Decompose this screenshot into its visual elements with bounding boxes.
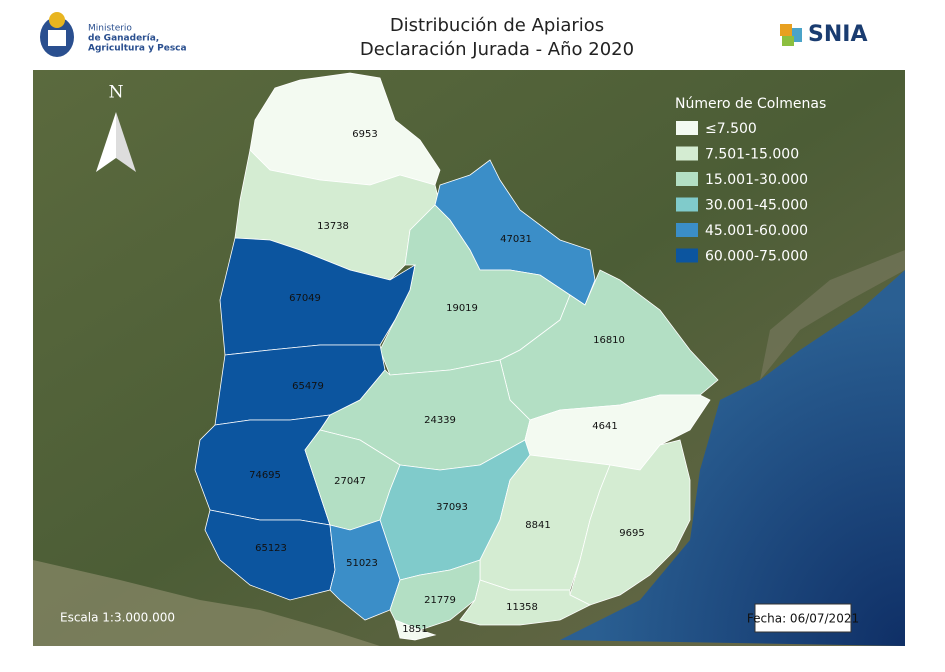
department-value: 74695 [249, 470, 281, 481]
department-value: 6953 [352, 129, 377, 140]
legend-swatch [676, 223, 698, 237]
department-value: 11358 [506, 602, 538, 613]
legend-swatch [676, 172, 698, 186]
department [569, 439, 691, 606]
snia-block [780, 24, 792, 36]
department-value: 65123 [255, 543, 287, 554]
department-value: 24339 [424, 415, 456, 426]
department-value: 8841 [525, 520, 550, 531]
legend-label: 15.001-30.000 [705, 172, 808, 188]
lagoon-shore [760, 250, 905, 380]
department-value: 65479 [292, 381, 324, 392]
legend-swatch [676, 197, 698, 212]
department-value: 47031 [500, 234, 532, 245]
department-value: 9695 [619, 528, 644, 539]
legend-label: ≤7.500 [705, 121, 757, 137]
snia-block [792, 28, 802, 42]
river-plate [33, 560, 380, 646]
ministry-sun [49, 12, 65, 28]
department-value: 19019 [446, 303, 478, 314]
title-line: Distribución de Apiarios [390, 15, 604, 36]
ministry-logo [40, 12, 74, 57]
date-box [754, 603, 852, 633]
title-line: Declaración Jurada - Año 2020 [360, 39, 634, 60]
snia-block [782, 36, 794, 46]
north-arrow-right [116, 112, 136, 172]
north-arrow: N [96, 83, 136, 172]
ministry-line: Agricultura y Pesca [88, 44, 187, 54]
legend-label: 45.001-60.000 [705, 223, 808, 239]
department-value: 1851 [402, 624, 427, 635]
department-value: 21779 [424, 595, 456, 606]
legend-swatch [676, 248, 698, 263]
ministry-line: de Ganadería, [88, 34, 159, 44]
department-value: 37093 [436, 502, 468, 513]
date: Fecha: 06/07/2021 [747, 612, 859, 626]
department-value: 16810 [593, 335, 625, 346]
ministry-shield-inner [48, 30, 66, 46]
legend: Número de Colmenas ≤7.500 7.501-15.000 15.… [675, 96, 826, 265]
ocean [560, 270, 905, 646]
department [394, 619, 437, 641]
department [459, 579, 591, 626]
departments: 6953 13738 47031 19019 67049 65479 16810 24339 4… [194, 72, 719, 641]
north-arrow-left [96, 112, 116, 172]
legend-swatch [676, 146, 698, 161]
department-value: 51023 [346, 558, 378, 569]
north-label: N [109, 83, 124, 103]
legend-title: Número de Colmenas [675, 96, 826, 112]
scale: Escala 1:3.000.000 [60, 611, 175, 625]
legend-label: 30.001-45.000 [705, 198, 808, 214]
department-value: 13738 [317, 221, 349, 232]
department-value: 4641 [592, 421, 617, 432]
legend-label: 60.000-75.000 [705, 249, 808, 265]
brand: SNIA [808, 22, 867, 47]
department-value: 27047 [334, 476, 366, 487]
ministry-line: Ministerio [88, 24, 132, 34]
legend-label: 7.501-15.000 [705, 147, 799, 163]
legend-swatch [676, 121, 698, 135]
department-value: 67049 [289, 293, 321, 304]
snia-logo [780, 24, 802, 46]
